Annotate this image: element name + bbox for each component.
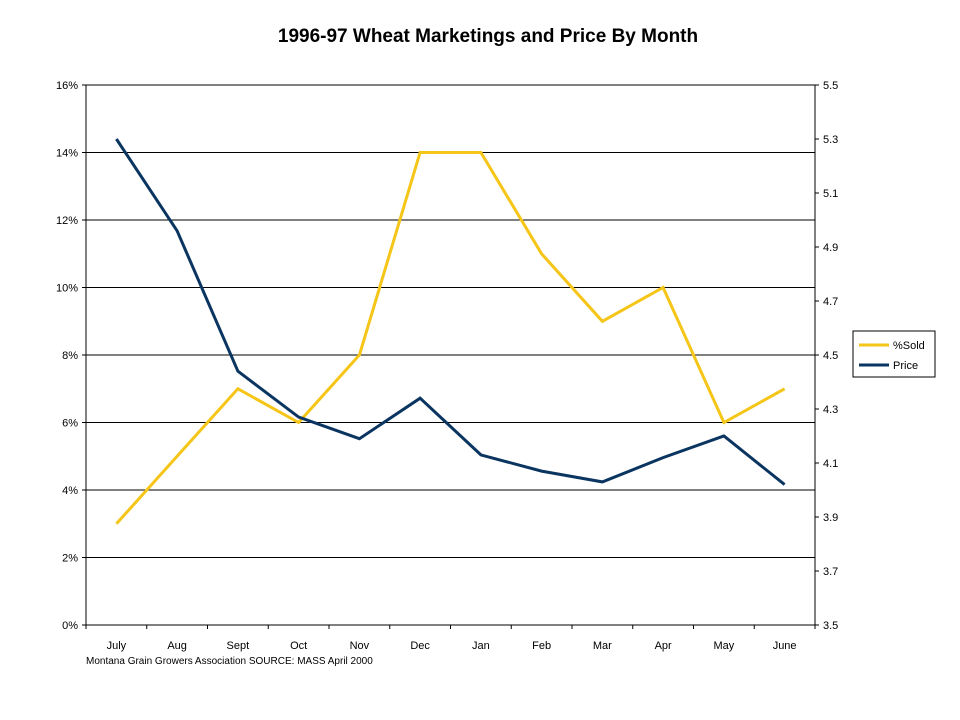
right-tick-label: 3.7 — [823, 566, 838, 578]
legend-box — [852, 330, 936, 378]
left-tick-label: 14% — [56, 148, 78, 160]
x-tick-label: Jan — [472, 640, 490, 652]
left-tick-label: 10% — [56, 283, 78, 295]
right-tick-label: 4.3 — [823, 404, 838, 416]
left-tick-label: 8% — [62, 350, 78, 362]
legend: %Sold Price — [852, 330, 936, 378]
gridlines — [86, 152, 815, 558]
left-tick-label: 16% — [56, 80, 78, 92]
x-tick-label: Aug — [167, 640, 187, 652]
x-tick-label: Mar — [593, 640, 612, 652]
chart-title: 1996-97 Wheat Marketings and Price By Mo… — [278, 26, 698, 47]
left-tick-label: 6% — [62, 418, 78, 430]
x-tick-label: Sept — [227, 640, 250, 652]
right-tick-label: 5.5 — [823, 80, 838, 92]
x-tick-label: June — [773, 640, 797, 652]
x-tick-label: Oct — [290, 640, 307, 652]
right-tick-label: 3.9 — [823, 512, 838, 524]
right-tick-label: 4.7 — [823, 296, 838, 308]
left-tick-label: 12% — [56, 215, 78, 227]
x-axis: July Aug Sept Oct Nov Dec Jan Feb Mar Apr May June — [85, 625, 816, 652]
x-tick-label: Dec — [410, 640, 430, 652]
x-tick-label: May — [713, 640, 734, 652]
left-tick-label: 2% — [62, 553, 78, 565]
series-group — [115, 138, 786, 525]
right-tick-label: 3.5 — [823, 620, 838, 632]
right-tick-label: 4.1 — [823, 458, 838, 470]
x-tick-label: Feb — [532, 640, 551, 652]
x-tick-label: Apr — [655, 640, 672, 652]
x-tick-label: July — [107, 640, 127, 652]
right-axis: 3.5 3.7 3.9 4.1 4.3 4.5 4.7 4.9 5.1 5.3 5.5 — [815, 80, 838, 632]
legend-label: %Sold — [893, 340, 925, 352]
left-tick-label: 4% — [62, 485, 78, 497]
right-tick-label: 4.9 — [823, 242, 838, 254]
x-tick-label: Nov — [350, 640, 370, 652]
left-tick-label: 0% — [62, 620, 78, 632]
right-tick-label: 5.1 — [823, 188, 838, 200]
series-line-price — [115, 138, 786, 486]
right-tick-label: 5.3 — [823, 134, 838, 146]
series-line-sold — [115, 151, 786, 525]
legend-label: Price — [893, 360, 918, 372]
chart-footnote: Montana Grain Growers Association SOURCE… — [86, 656, 373, 667]
right-tick-label: 4.5 — [823, 350, 838, 362]
left-axis: 0% 2% 4% 6% 8% 10% 12% 14% 16% — [56, 80, 86, 632]
